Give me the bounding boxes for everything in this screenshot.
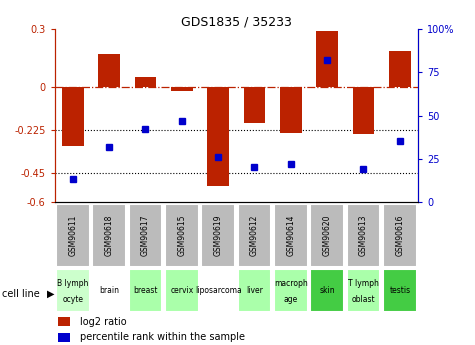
Text: B lymph: B lymph [57,279,88,288]
Bar [244,87,266,123]
Bar [347,268,380,312]
Text: GSM90617: GSM90617 [141,215,150,256]
Text: skin: skin [319,286,335,295]
Text: ocyte: ocyte [62,295,83,304]
Text: GSM90611: GSM90611 [68,215,77,256]
Text: cervix: cervix [170,286,193,295]
Bar [98,54,120,87]
Bar [58,317,70,326]
Bar [238,204,271,267]
Text: macroph: macroph [274,279,308,288]
Bar [93,268,126,312]
Text: percentile rank within the sample: percentile rank within the sample [80,332,245,342]
Text: GSM90615: GSM90615 [177,215,186,256]
Bar [171,87,193,91]
Bar [165,268,199,312]
Text: testis: testis [390,286,410,295]
Bar [93,204,126,267]
Title: GDS1835 / 35233: GDS1835 / 35233 [181,15,292,28]
Bar [207,87,229,187]
Bar [129,204,162,267]
Bar [311,204,344,267]
Text: age: age [284,295,298,304]
Text: GSM90618: GSM90618 [104,215,114,256]
Bar [201,204,235,267]
Bar [129,268,162,312]
Text: cell line: cell line [2,289,40,299]
Text: GSM90616: GSM90616 [395,215,404,256]
Text: oblast: oblast [352,295,375,304]
Bar [134,77,156,87]
Bar [56,268,89,312]
Text: GSM90619: GSM90619 [214,215,223,256]
Text: ▶: ▶ [47,289,54,299]
Bar [383,268,417,312]
Bar [274,204,307,267]
Bar [165,204,199,267]
Bar [280,87,302,133]
Bar [274,268,307,312]
Bar [62,87,84,146]
Text: T lymph: T lymph [348,279,379,288]
Bar [383,204,417,267]
Bar [238,268,271,312]
Text: brain: brain [99,286,119,295]
Bar [352,87,374,134]
Text: liposarcoma: liposarcoma [195,286,241,295]
Text: GSM90613: GSM90613 [359,215,368,256]
Bar [58,333,70,342]
Bar [347,204,380,267]
Text: GSM90614: GSM90614 [286,215,295,256]
Text: breast: breast [133,286,158,295]
Text: GSM90620: GSM90620 [323,215,332,256]
Bar [56,204,89,267]
Bar [316,31,338,87]
Text: GSM90612: GSM90612 [250,215,259,256]
Bar [201,268,235,312]
Text: log2 ratio: log2 ratio [80,317,127,327]
Text: liver: liver [246,286,263,295]
Bar [311,268,344,312]
Bar [389,51,411,87]
